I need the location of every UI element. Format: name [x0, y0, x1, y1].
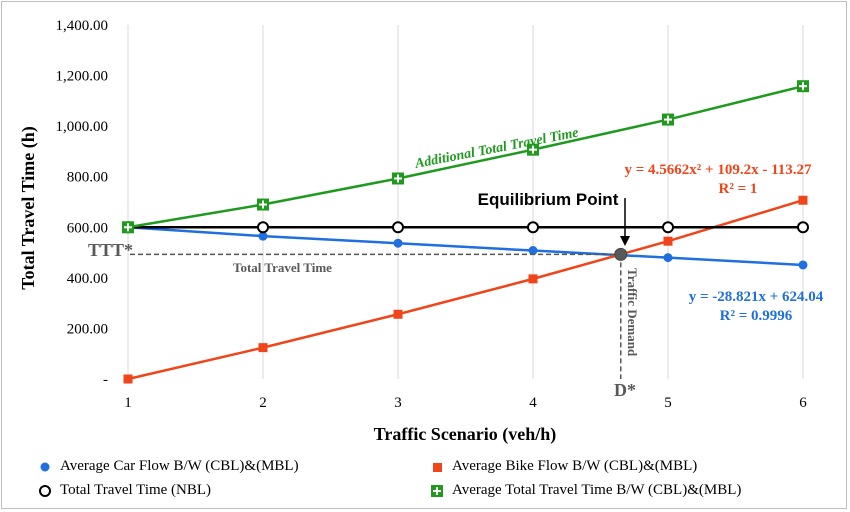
- data-point-plus-h: [394, 177, 402, 180]
- data-point: [797, 80, 809, 93]
- traffic-demand-annotation: Traffic Demand: [625, 268, 640, 357]
- data-point: [258, 343, 268, 353]
- equilibrium-arrow-head: [620, 236, 630, 246]
- bike-equation: y = 4.5662x² + 109.2x - 113.27: [624, 162, 812, 178]
- y-tick-label: -: [103, 372, 108, 388]
- car-equation: y = -28.821x + 624.04: [689, 289, 824, 305]
- data-point: [123, 374, 133, 384]
- x-tick-label: 6: [799, 395, 807, 411]
- data-point: [798, 195, 808, 205]
- y-tick-labels: - 200.00 400.00 600.00 800.00 1,000.00 1,200.0…: [56, 18, 109, 388]
- car-r2: R² = 0.9996: [720, 308, 793, 324]
- x-tick-label: 2: [259, 395, 267, 411]
- data-point-plus-h: [124, 226, 132, 229]
- data-point: [528, 246, 538, 256]
- series-line: [127, 226, 804, 267]
- legend-item-car-flow: Average Car Flow B/W (CBL)&(MBL): [38, 458, 299, 475]
- legend-label-bike-flow: Average Bike Flow B/W (CBL)&(MBL): [452, 458, 698, 474]
- y-tick-label: 200.00: [67, 321, 108, 337]
- y-tick-label: 1,400.00: [56, 18, 109, 34]
- y-tick-label: 800.00: [67, 170, 108, 186]
- legend-item-average-total: Average Total Travel Time B/W (CBL)&(MBL…: [430, 482, 741, 499]
- y-axis-title: Total Travel Time (h): [18, 126, 39, 290]
- x-axis-title: Traffic Scenario (veh/h): [374, 424, 557, 445]
- y-tick-label: 600.00: [67, 220, 108, 236]
- data-point: [392, 221, 404, 234]
- y-tick-label: 1,000.00: [56, 119, 109, 135]
- data-point: [257, 198, 269, 211]
- data-point: [528, 274, 538, 284]
- legend-item-total-travel-time: Total Travel Time (NBL): [38, 482, 211, 499]
- series-line: [127, 199, 804, 381]
- equilibrium-label: Equilibrium Point: [478, 190, 619, 209]
- series-line: [127, 84, 804, 229]
- bike-r2: R² = 1: [719, 181, 758, 197]
- data-point: [662, 221, 674, 234]
- y-tick-label: 1,200.00: [56, 69, 109, 85]
- data-point: [662, 113, 674, 126]
- data-point: [258, 231, 268, 241]
- x-tick-label: 4: [529, 395, 537, 411]
- data-point: [527, 221, 539, 234]
- equilibrium-point: [614, 247, 628, 261]
- additional-ttt-label: Additional Total Travel Time: [413, 126, 580, 173]
- legend-plus-square-marker: [430, 484, 444, 498]
- legend-label-car-flow: Average Car Flow B/W (CBL)&(MBL): [60, 458, 299, 474]
- data-point: [257, 221, 269, 234]
- data-point: [663, 236, 673, 246]
- x-tick-labels: 1 2 3 4 5 6: [124, 395, 807, 411]
- d-star-label: D*: [614, 380, 636, 400]
- data-point: [797, 221, 809, 234]
- legend-item-bike-flow: Average Bike Flow B/W (CBL)&(MBL): [430, 458, 697, 475]
- data-point: [393, 309, 403, 319]
- legend-circle-marker: [38, 460, 52, 474]
- data-point: [122, 221, 134, 234]
- data-point-plus-h: [664, 118, 672, 121]
- x-tick-label: 5: [664, 395, 672, 411]
- legend-hollow-circle-marker: [38, 484, 52, 498]
- data-point: [393, 238, 403, 248]
- data-point-plus-h: [259, 203, 267, 206]
- y-tick-label: 400.00: [67, 271, 108, 287]
- total-travel-time-annotation: Total Travel Time: [233, 260, 332, 275]
- data-point-plus-h: [799, 85, 807, 88]
- data-point: [798, 260, 808, 270]
- series-group: [122, 80, 809, 384]
- legend-label-average-total: Average Total Travel Time B/W (CBL)&(MBL…: [452, 482, 742, 498]
- x-tick-label: 1: [124, 395, 132, 411]
- data-point: [663, 253, 673, 263]
- ttt-star-label: TTT*: [88, 240, 133, 260]
- legend-square-marker: [430, 460, 444, 474]
- x-tick-label: 3: [394, 395, 402, 411]
- data-point: [527, 143, 539, 156]
- data-point-plus-h: [529, 148, 537, 151]
- legend-label-total-travel-time: Total Travel Time (NBL): [60, 482, 212, 498]
- grid-lines: [127, 25, 804, 379]
- data-point: [392, 172, 404, 185]
